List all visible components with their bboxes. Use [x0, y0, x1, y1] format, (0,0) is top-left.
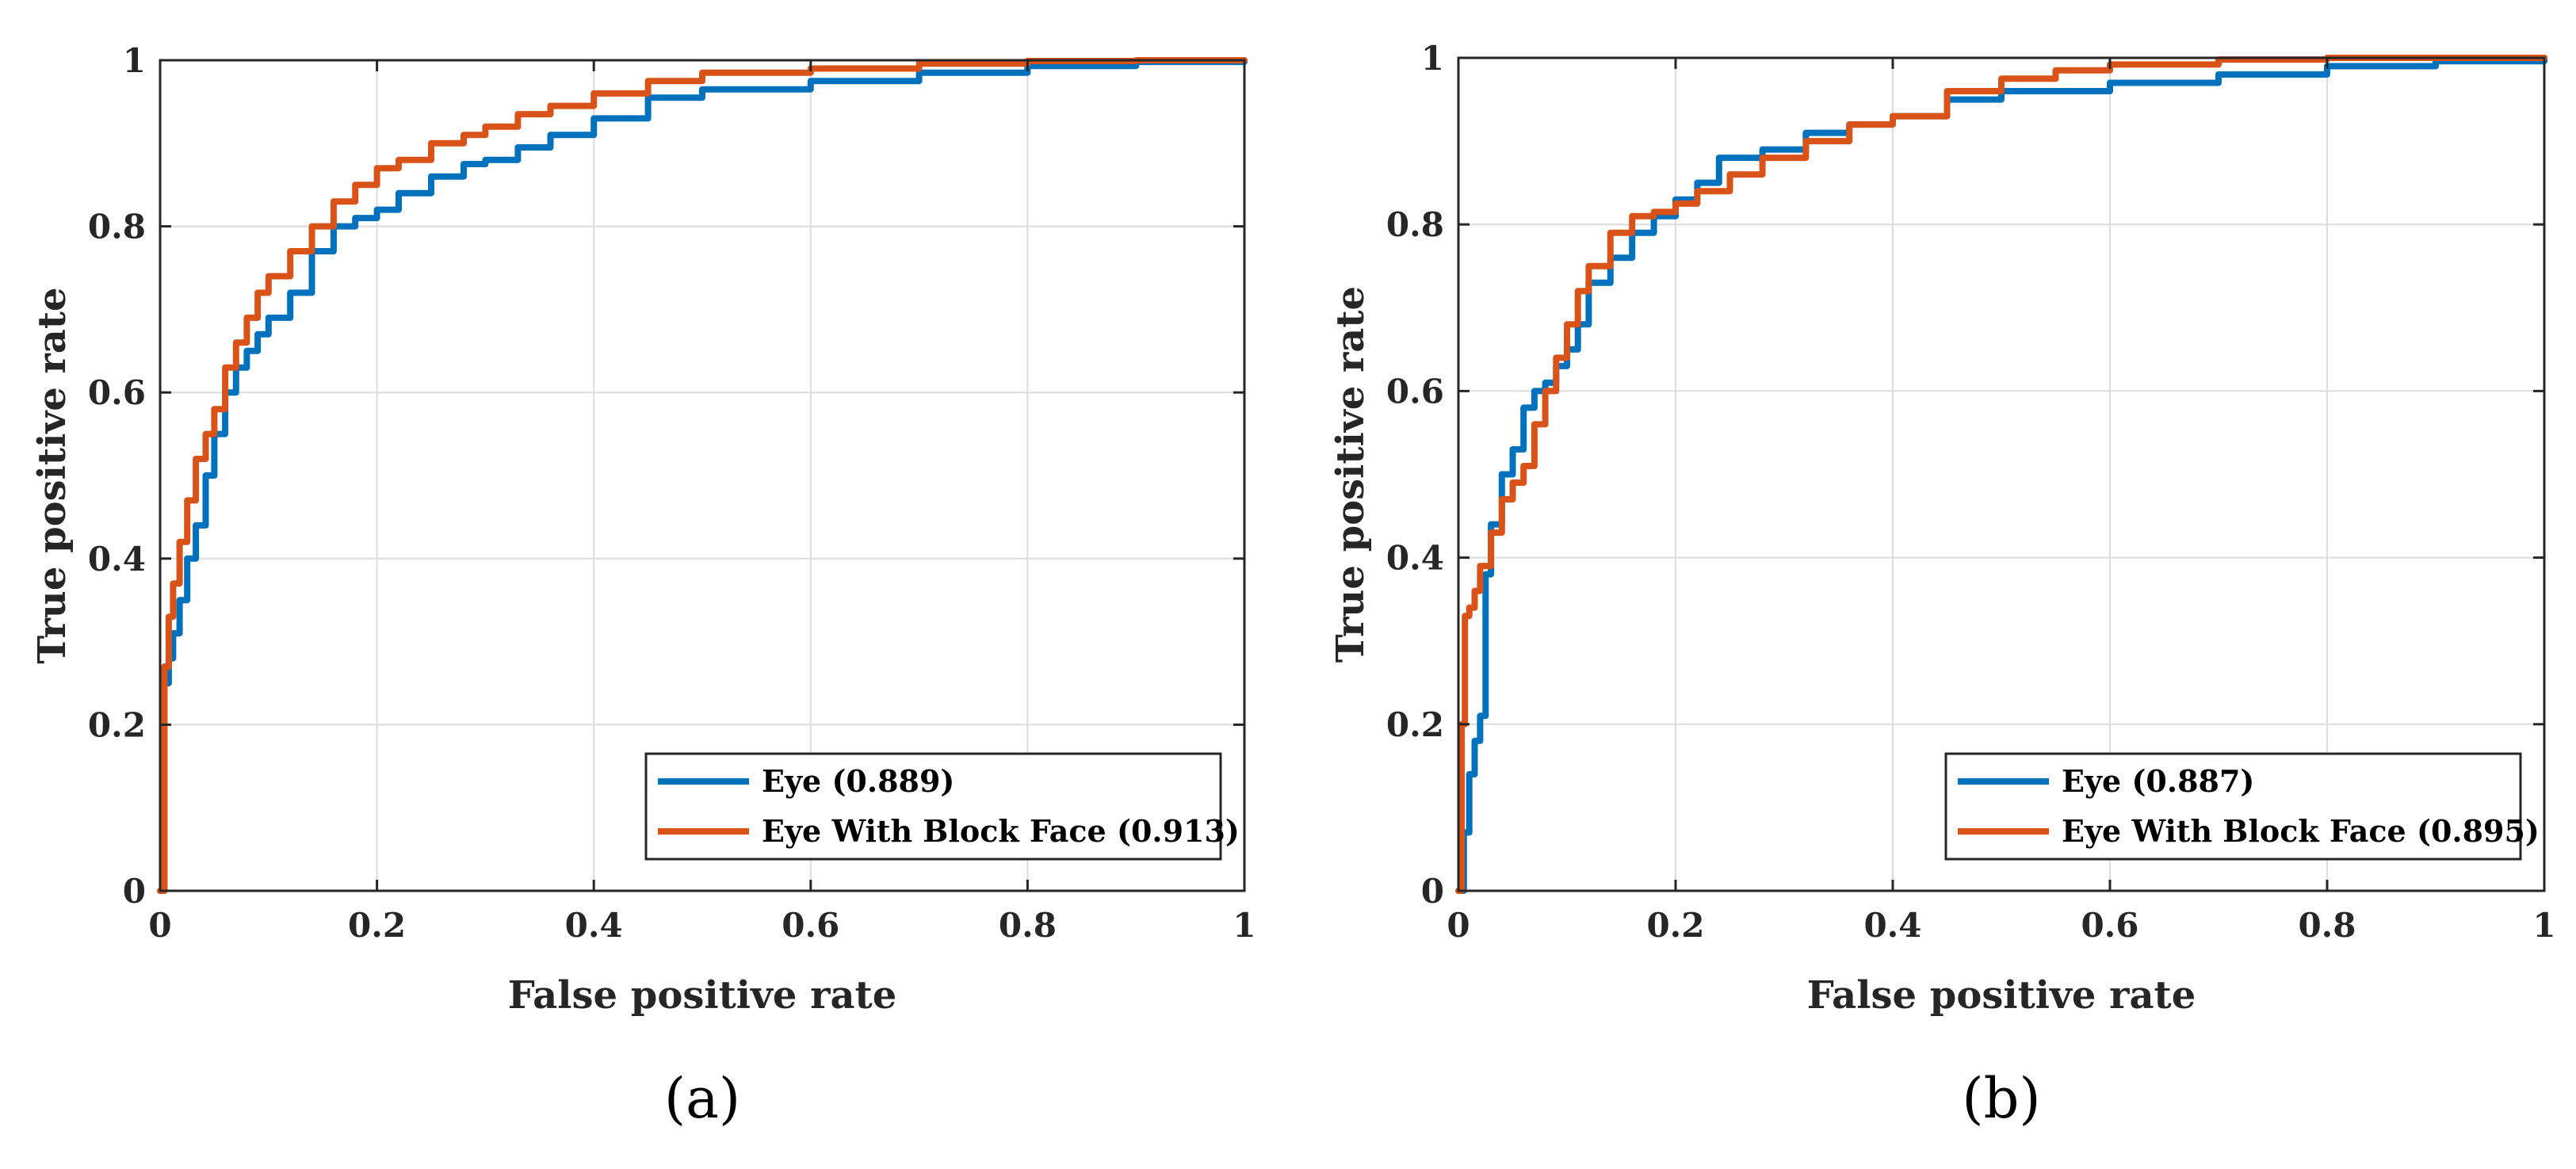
y-tick-label: 0.6: [1386, 372, 1444, 411]
y-axis-label: True positive rate: [1328, 286, 1373, 663]
roc-curve-series-2: [1455, 55, 2547, 894]
y-tick-label: 0: [1421, 872, 1444, 911]
roc-panel-a: 0 0.2 0.4 0.6 0.8 1 0 0.2 0.4 0.6 0.8 1 False positi…: [30, 41, 1256, 1131]
legend-label-series-1: Eye (0.889): [762, 763, 954, 799]
legend-label-series-2: Eye With Block Face (0.913): [762, 813, 1240, 849]
panel-label: (a): [664, 1066, 740, 1131]
x-tick-label: 0.2: [348, 906, 406, 945]
y-tick-label: 0.6: [88, 373, 146, 412]
y-tick-label: 1: [123, 41, 146, 80]
x-tick-label: 1: [2532, 906, 2555, 945]
plot-area: [1458, 58, 2544, 891]
x-axis-label: False positive rate: [508, 973, 897, 1018]
y-tick-label: 0.2: [88, 705, 146, 744]
x-tick-label: 0: [1447, 906, 1470, 945]
legend-label-series-2: Eye With Block Face (0.895): [2062, 813, 2540, 849]
y-tick-label: 0.8: [88, 208, 146, 246]
axes-frame: [1457, 56, 2546, 892]
x-tick-label: 0: [148, 906, 171, 945]
x-axis-label: False positive rate: [1807, 973, 2196, 1018]
x-tick-label: 1: [1233, 906, 1256, 945]
x-tick-label: 0.6: [782, 906, 839, 945]
x-tick-label: 0.6: [2081, 906, 2138, 945]
y-tick-label: 0.4: [88, 540, 146, 579]
gridlines: [159, 59, 1245, 892]
y-tick-label: 0.4: [1386, 539, 1444, 578]
legend-label-series-1: Eye (0.887): [2062, 763, 2254, 799]
y-tick-label: 0.8: [1386, 205, 1444, 244]
legend: Eye (0.887) Eye With Block Face (0.895): [1944, 752, 2540, 861]
x-tick-label: 0.4: [1863, 906, 1921, 945]
legend-box: [1944, 752, 2522, 861]
y-axis-label: True positive rate: [30, 287, 75, 663]
y-tick-label: 1: [1421, 39, 1444, 78]
x-tick-label: 0.8: [999, 906, 1057, 945]
panel-label: (b): [1962, 1066, 2040, 1131]
roc-curve-series-1: [1455, 55, 2547, 894]
legend: Eye (0.889) Eye With Block Face (0.913): [644, 752, 1240, 861]
y-tick-label: 0: [123, 872, 146, 911]
roc-curve-series-2: [157, 57, 1248, 894]
legend-box: [644, 752, 1222, 861]
x-tick-label: 0.8: [2298, 906, 2356, 945]
x-tick-label: 0.4: [565, 906, 623, 945]
x-tick-label: 0.2: [1646, 906, 1704, 945]
y-tick-label: 0.2: [1386, 705, 1444, 744]
roc-panel-b: 0 0.2 0.4 0.6 0.8 1 0 0.2 0.4 0.6 0.8 1 False positi…: [1328, 39, 2556, 1131]
axes-frame: [159, 59, 1246, 892]
